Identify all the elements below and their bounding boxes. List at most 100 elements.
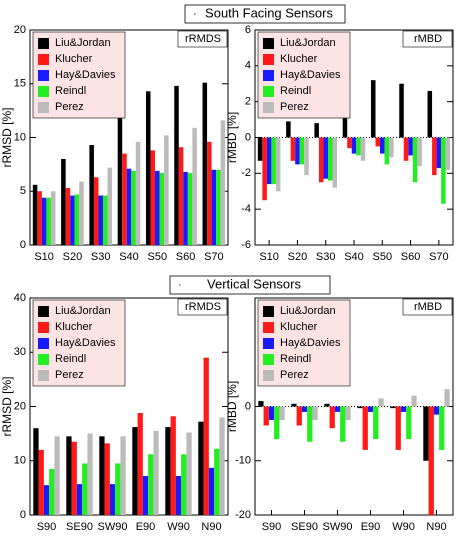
bar	[54, 436, 60, 515]
bar	[37, 191, 42, 245]
legend-label: Reindl	[55, 85, 86, 97]
legend-swatch	[38, 102, 49, 113]
section-box	[184, 4, 346, 24]
bar	[445, 137, 451, 170]
legend-label: Reindl	[280, 85, 311, 97]
x-tick-label: S20	[288, 251, 308, 263]
bar	[117, 103, 123, 245]
bar	[175, 475, 182, 515]
legend-swatch	[38, 54, 49, 65]
panel-label-box	[402, 30, 453, 48]
y-tick-label: -4	[241, 203, 251, 215]
bar	[399, 83, 404, 138]
bar	[323, 137, 328, 179]
bar	[70, 195, 75, 245]
x-tick-label: S40	[344, 251, 364, 263]
bar	[271, 137, 276, 185]
x-tick-label: S70	[204, 251, 224, 263]
x-tick-label: S90	[37, 521, 57, 533]
legend-swatch	[38, 306, 49, 317]
bar	[76, 484, 83, 515]
section-box	[169, 275, 331, 295]
x-tick-label: S40	[119, 251, 139, 263]
bar	[275, 137, 281, 192]
bar	[208, 467, 215, 515]
bar	[38, 449, 44, 515]
bar	[375, 137, 381, 147]
bar	[290, 137, 296, 161]
legend-label: Perez	[55, 369, 84, 381]
y-tick-label: -10	[235, 455, 251, 467]
bar	[389, 137, 394, 158]
legend-swatch	[263, 370, 274, 381]
bar	[50, 191, 56, 245]
legend-swatch	[263, 354, 274, 365]
y-axis-label: rMBD [%]	[225, 381, 239, 432]
y-tick-label: 6	[245, 24, 251, 36]
bar	[32, 184, 38, 245]
bar	[439, 406, 445, 450]
legend-label: Klucher	[55, 321, 93, 333]
x-tick-label: S60	[401, 251, 421, 263]
bar	[378, 398, 384, 407]
legend-swatch	[263, 102, 274, 113]
x-tick-label: S60	[176, 251, 196, 263]
bar	[145, 91, 151, 246]
bar	[406, 406, 412, 440]
x-tick-label: S30	[316, 251, 336, 263]
x-tick-label: S70	[429, 251, 449, 263]
bar	[214, 448, 220, 515]
bar	[262, 137, 267, 201]
panel-label-box	[177, 298, 228, 316]
bar	[87, 433, 93, 515]
bar	[219, 417, 225, 515]
bar	[356, 137, 361, 156]
bar	[312, 406, 318, 421]
legend-label: Reindl	[55, 353, 86, 365]
legend-label: Hay&Davies	[55, 337, 116, 349]
bar	[66, 436, 72, 515]
bar	[412, 137, 418, 183]
bar	[258, 401, 264, 407]
bar	[115, 463, 121, 515]
bar	[43, 485, 50, 515]
legend-label: Klucher	[55, 53, 93, 65]
bar	[318, 137, 324, 183]
bar	[126, 168, 132, 245]
y-tick-label: 0	[20, 509, 26, 521]
section-bullet: ·	[193, 8, 197, 20]
x-tick-label: W90	[392, 521, 415, 533]
bar	[351, 137, 357, 154]
bar	[65, 188, 71, 245]
legend-swatch	[38, 354, 49, 365]
x-tick-label: E90	[136, 521, 156, 533]
legend-swatch	[263, 38, 274, 49]
bar	[79, 181, 84, 245]
legend-label: Perez	[280, 369, 309, 381]
bar	[257, 137, 263, 161]
bar	[89, 145, 94, 245]
y-tick-label: 20	[14, 400, 26, 412]
bar	[444, 389, 450, 407]
bar	[340, 406, 346, 442]
legend-label: Perez	[280, 101, 309, 113]
bar	[165, 427, 171, 515]
bar	[71, 441, 77, 515]
x-tick-label: S30	[91, 251, 111, 263]
legend-label: Liu&Jordan	[55, 37, 111, 49]
bar	[296, 406, 302, 426]
bar	[181, 454, 187, 515]
bar	[99, 436, 105, 515]
x-tick-label: SW90	[323, 521, 353, 533]
section-title: South Facing Sensors	[205, 5, 333, 20]
bar	[342, 103, 348, 138]
bar	[203, 357, 209, 515]
legend-label: Klucher	[280, 53, 318, 65]
bar	[441, 137, 446, 204]
bar	[164, 135, 169, 245]
bar	[120, 436, 126, 515]
bar	[207, 141, 212, 245]
bar	[98, 195, 103, 245]
x-tick-label: SW90	[98, 521, 128, 533]
bar	[432, 137, 437, 176]
